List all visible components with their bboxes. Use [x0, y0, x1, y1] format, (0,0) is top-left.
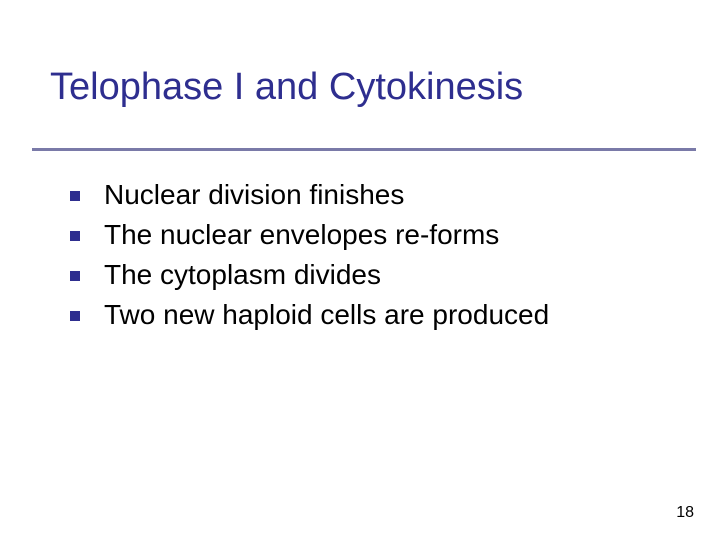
square-bullet-icon [70, 311, 80, 321]
list-item: The cytoplasm divides [70, 256, 670, 294]
slide: Telophase I and Cytokinesis Nuclear divi… [0, 0, 720, 540]
list-item: Two new haploid cells are produced [70, 296, 670, 334]
bullet-text: Nuclear division finishes [104, 176, 404, 214]
bullet-list: Nuclear division finishes The nuclear en… [70, 176, 670, 336]
title-container: Telophase I and Cytokinesis [50, 66, 680, 109]
page-number: 18 [676, 504, 694, 522]
slide-title: Telophase I and Cytokinesis [50, 66, 680, 109]
title-underline [32, 148, 696, 151]
square-bullet-icon [70, 271, 80, 281]
bullet-text: The nuclear envelopes re-forms [104, 216, 499, 254]
square-bullet-icon [70, 231, 80, 241]
bullet-text: Two new haploid cells are produced [104, 296, 549, 334]
bullet-text: The cytoplasm divides [104, 256, 381, 294]
square-bullet-icon [70, 191, 80, 201]
list-item: The nuclear envelopes re-forms [70, 216, 670, 254]
list-item: Nuclear division finishes [70, 176, 670, 214]
